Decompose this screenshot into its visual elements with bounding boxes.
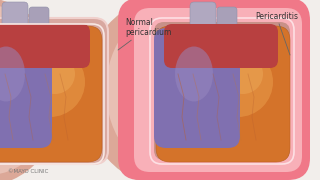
Text: ©MAYO CLINIC: ©MAYO CLINIC [8,169,48,174]
FancyBboxPatch shape [217,7,237,41]
Ellipse shape [15,47,85,117]
Ellipse shape [35,54,75,94]
Ellipse shape [106,5,246,175]
FancyBboxPatch shape [154,22,290,160]
FancyBboxPatch shape [190,2,216,46]
Ellipse shape [203,47,273,117]
FancyBboxPatch shape [2,2,28,46]
FancyBboxPatch shape [156,26,290,162]
FancyBboxPatch shape [29,7,49,41]
FancyBboxPatch shape [154,28,240,148]
Ellipse shape [0,0,65,180]
Ellipse shape [223,54,263,94]
Text: Normal
pericardium: Normal pericardium [118,18,172,50]
Ellipse shape [0,46,25,102]
Text: Pericarditis: Pericarditis [255,12,298,55]
FancyBboxPatch shape [134,8,302,172]
Ellipse shape [83,0,253,180]
FancyBboxPatch shape [164,24,278,68]
FancyBboxPatch shape [118,0,310,180]
Ellipse shape [0,5,58,175]
FancyBboxPatch shape [0,26,102,162]
FancyBboxPatch shape [0,18,108,164]
FancyBboxPatch shape [0,28,52,148]
Ellipse shape [175,46,213,102]
FancyBboxPatch shape [0,24,90,68]
